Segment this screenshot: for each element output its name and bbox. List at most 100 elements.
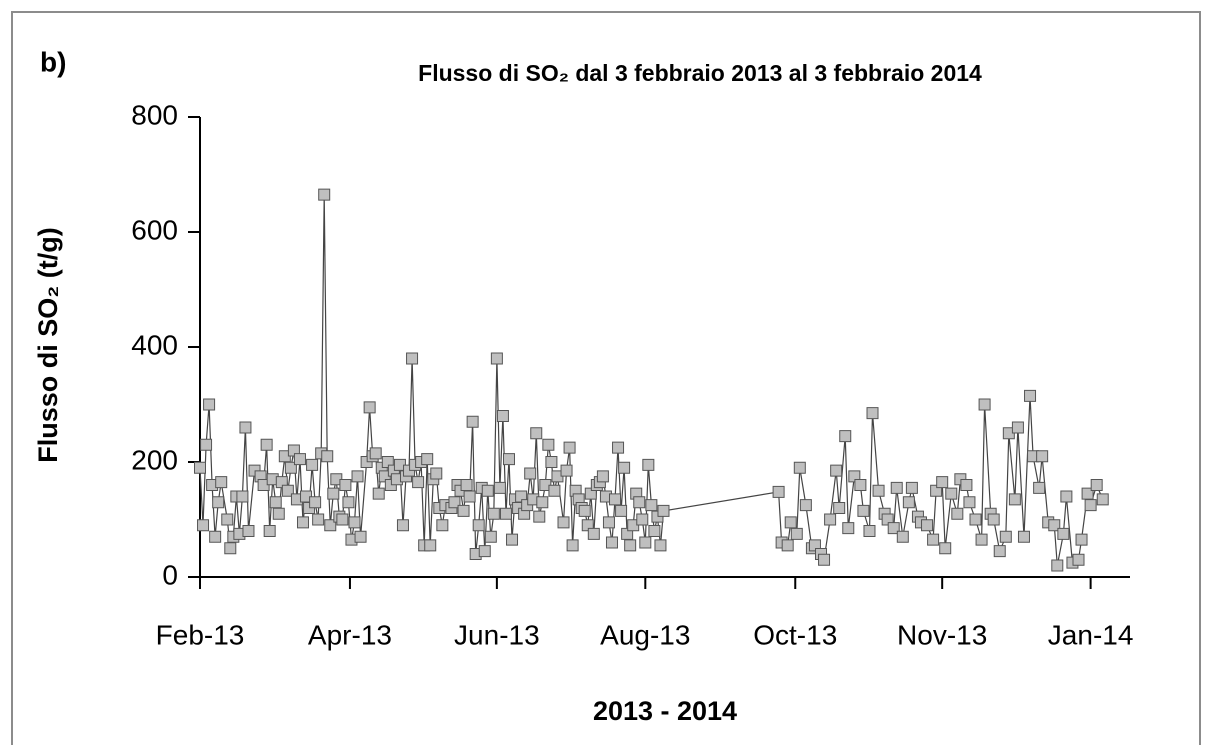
marker	[639, 536, 652, 549]
marker	[1096, 493, 1109, 506]
marker	[830, 464, 843, 477]
marker	[1051, 559, 1064, 572]
marker	[424, 539, 437, 552]
marker	[833, 502, 846, 514]
marker	[772, 485, 785, 498]
marker	[306, 458, 319, 471]
marker	[566, 539, 579, 552]
marker	[342, 496, 355, 509]
marker	[863, 525, 876, 537]
marker	[945, 487, 958, 500]
marker	[372, 487, 385, 500]
marker	[1008, 493, 1021, 506]
marker	[975, 533, 988, 546]
marker	[381, 456, 394, 468]
marker	[939, 542, 952, 555]
marker	[448, 496, 461, 509]
x-tick-label: Nov-13	[897, 619, 987, 650]
x-tick-label: Oct-13	[753, 619, 837, 650]
marker	[557, 516, 570, 529]
marker	[872, 484, 885, 497]
marker	[478, 545, 491, 558]
marker	[321, 450, 334, 463]
marker	[281, 484, 294, 497]
marker	[987, 513, 1000, 526]
marker	[615, 504, 628, 517]
marker	[215, 476, 228, 489]
marker	[596, 470, 609, 483]
marker	[633, 496, 646, 509]
marker	[312, 513, 325, 526]
marker	[930, 484, 943, 497]
marker	[1017, 530, 1030, 543]
marker	[499, 507, 512, 520]
marker	[905, 481, 918, 494]
marker	[545, 456, 558, 468]
marker	[463, 490, 476, 503]
marker	[960, 479, 973, 491]
marker	[490, 352, 503, 365]
marker	[296, 516, 309, 529]
marker	[1011, 421, 1024, 434]
marker	[194, 461, 206, 474]
y-axis-label: Flusso di SO₂ (t/g)	[33, 227, 63, 463]
marker	[1075, 533, 1088, 546]
marker	[354, 530, 367, 543]
marker	[609, 493, 622, 506]
x-tick-label: Feb-13	[156, 619, 245, 650]
marker	[790, 527, 803, 540]
marker	[430, 467, 443, 480]
marker	[327, 487, 340, 500]
marker	[654, 539, 667, 552]
x-tick-label: Jan-14	[1048, 619, 1134, 650]
marker	[236, 490, 249, 503]
marker	[506, 533, 519, 546]
marker	[287, 444, 300, 457]
marker	[921, 519, 934, 532]
marker	[324, 519, 337, 532]
marker	[584, 487, 597, 500]
marker	[421, 453, 434, 466]
marker	[881, 513, 894, 526]
marker	[412, 476, 425, 489]
marker	[460, 479, 473, 491]
marker	[457, 504, 470, 517]
marker	[657, 504, 670, 517]
marker	[612, 441, 625, 454]
marker	[318, 188, 331, 201]
y-tick-label: 800	[131, 99, 178, 130]
marker	[242, 525, 255, 537]
marker	[866, 407, 879, 420]
marker	[239, 421, 252, 434]
marker	[351, 470, 364, 483]
marker	[999, 530, 1012, 543]
marker	[472, 519, 485, 532]
marker	[484, 530, 497, 543]
marker	[808, 539, 821, 552]
marker	[578, 504, 591, 517]
marker	[624, 539, 637, 552]
marker	[548, 484, 561, 497]
marker	[978, 398, 991, 411]
marker	[536, 496, 549, 509]
marker	[818, 553, 831, 566]
marker	[502, 453, 515, 466]
x-tick-label: Apr-13	[308, 619, 392, 650]
marker	[1033, 481, 1046, 494]
marker	[890, 481, 903, 494]
marker	[269, 496, 282, 509]
marker	[1090, 479, 1103, 491]
marker	[896, 530, 909, 543]
marker	[645, 499, 658, 512]
chart-title: Flusso di SO₂ dal 3 febbraio 2013 al 3 f…	[418, 60, 982, 86]
marker	[406, 352, 419, 365]
marker	[515, 490, 528, 503]
marker	[348, 516, 361, 529]
marker	[197, 519, 210, 532]
marker	[848, 470, 861, 483]
marker	[212, 496, 225, 509]
marker	[839, 430, 852, 443]
marker	[339, 479, 352, 491]
marker	[293, 453, 306, 466]
